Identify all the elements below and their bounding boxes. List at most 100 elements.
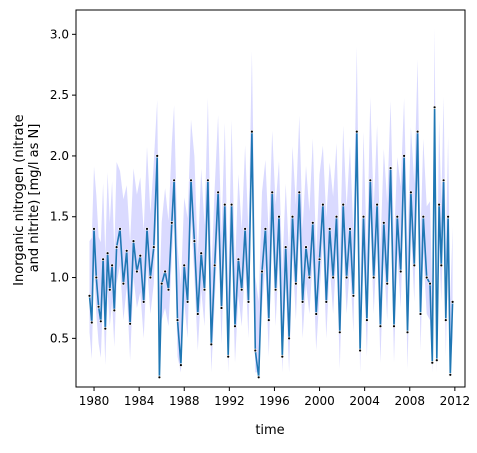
data-point [341, 202, 345, 207]
data-point [446, 215, 450, 219]
x-tick-label: 1992 [214, 394, 245, 408]
data-point [355, 129, 359, 134]
data-point [399, 269, 403, 274]
x-axis-ticks: 1980 1984 1988 1992 1996 2000 2004 2008 2012 [79, 387, 470, 408]
data-point [412, 263, 416, 268]
x-tick-label: 1988 [169, 394, 200, 408]
data-point [112, 308, 117, 313]
data-point [148, 275, 153, 280]
data-point [344, 275, 349, 280]
data-point [90, 320, 94, 325]
data-point [189, 178, 193, 183]
data-point [388, 166, 393, 170]
data-point [321, 202, 325, 207]
data-point [450, 300, 455, 304]
data-point [114, 245, 119, 249]
data-point [444, 318, 448, 322]
data-point [317, 257, 322, 261]
data-point [294, 281, 298, 286]
data-point [435, 358, 439, 362]
data-point [142, 300, 146, 304]
data-point [304, 245, 308, 249]
data-point [87, 294, 92, 298]
y-axis-label-line-2: and nitrite) [mg/l as N] [27, 124, 42, 273]
data-point [96, 305, 101, 309]
data-point [267, 318, 271, 322]
data-point [421, 215, 425, 219]
data-point [219, 306, 224, 310]
data-point [307, 275, 312, 280]
data-point [166, 288, 171, 292]
data-point [110, 263, 114, 268]
data-point [331, 275, 335, 280]
data-point [196, 312, 200, 316]
data-point [206, 178, 210, 183]
data-point [152, 245, 156, 249]
data-point [260, 269, 264, 274]
y-tick-label: 2.5 [50, 88, 69, 102]
data-point [94, 275, 99, 280]
data-point [160, 281, 164, 286]
data-point [155, 154, 159, 158]
data-point [185, 300, 190, 304]
data-point [157, 375, 162, 379]
data-point [273, 288, 278, 292]
data-point [405, 330, 410, 334]
y-axis-label-line-1: Inorganic nitrogen (nitrate [12, 114, 27, 286]
data-point [92, 227, 96, 231]
x-tick-label: 2008 [394, 394, 425, 408]
x-tick-label: 1996 [259, 394, 290, 408]
data-point [441, 178, 446, 183]
y-tick-label: 2.0 [50, 149, 69, 163]
data-point [334, 215, 339, 219]
x-tick-label: 2000 [304, 394, 335, 408]
data-point [118, 227, 122, 231]
data-point [372, 275, 376, 280]
data-point [378, 324, 383, 328]
data-point [202, 288, 207, 292]
data-point [368, 178, 372, 183]
data-point [229, 202, 234, 207]
data-point [351, 294, 356, 298]
data-point [409, 190, 413, 195]
x-axis-label: time [255, 423, 284, 438]
data-point [240, 288, 244, 292]
data-point [428, 281, 432, 286]
data-point [348, 227, 352, 231]
data-point [170, 221, 174, 225]
data-point [199, 251, 203, 255]
data-point [425, 275, 429, 280]
data-point [209, 342, 214, 347]
data-point [284, 245, 288, 249]
data-point [99, 319, 103, 323]
data-point [103, 326, 108, 331]
data-point [121, 281, 126, 286]
y-tick-label: 0.5 [50, 331, 69, 345]
data-point [415, 129, 420, 134]
plot-frame [75, 9, 466, 388]
data-point [290, 215, 295, 219]
data-point [226, 354, 230, 359]
x-tick-label: 1980 [79, 394, 110, 408]
data-point [243, 227, 247, 231]
data-point [101, 257, 105, 261]
data-point [418, 312, 423, 316]
data-point [131, 239, 136, 243]
data-point [375, 202, 379, 207]
data-point [257, 375, 261, 379]
data-point [287, 336, 291, 341]
data-point [311, 221, 315, 225]
data-point [108, 288, 112, 292]
data-point [324, 300, 328, 304]
data-point [145, 227, 149, 231]
data-point [338, 330, 342, 334]
data-point [395, 215, 399, 219]
data-point [263, 227, 268, 231]
data-point [402, 154, 406, 158]
data-point [216, 190, 220, 195]
data-point [236, 257, 241, 261]
data-point [448, 373, 452, 377]
data-point [277, 215, 281, 219]
data-point [138, 254, 143, 258]
